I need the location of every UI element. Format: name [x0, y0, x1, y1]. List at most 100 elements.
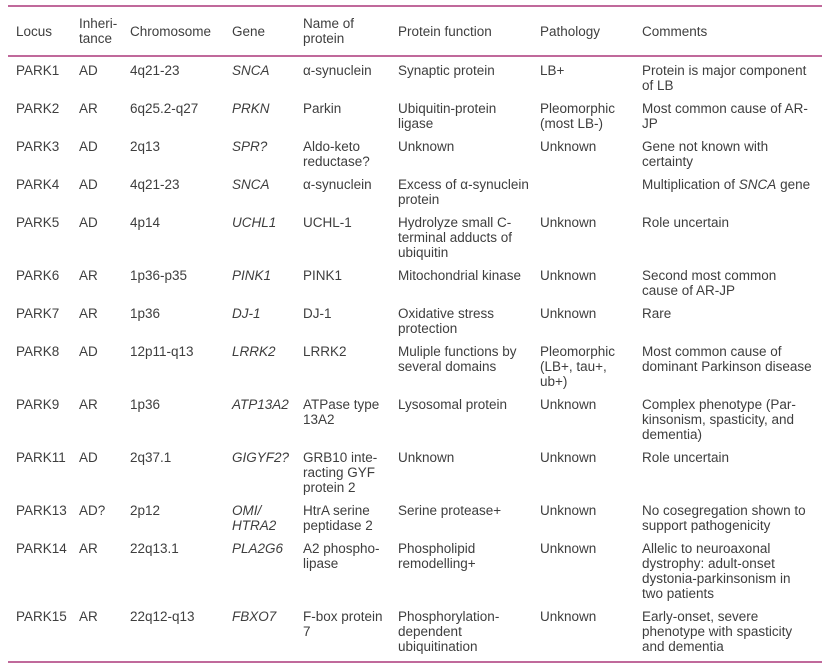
cell-protein_function: Ubiquitin-protein ligase [398, 101, 497, 131]
cell-gene: SNCA [232, 177, 270, 192]
park-loci-table: Locus Inheri-tance Chromosome Gene Name of p… [8, 5, 822, 663]
table-row: PARK14 AR 22q13.1 PLA2G6 A2 phospho-lipase Ph… [8, 535, 822, 603]
cell-inheritance: AD [79, 215, 98, 230]
cell-inheritance: AR [79, 397, 98, 412]
cell-chromosome: 6q25.2-q27 [130, 101, 199, 116]
table-row: PARK3 AD 2q13 SPR? Aldo-keto reductase? Unkno… [8, 133, 822, 171]
cell-inheritance: AD [79, 344, 98, 359]
cell-inheritance: AR [79, 101, 98, 116]
cell-protein_function: Oxidative stress protection [398, 306, 495, 336]
cell-protein_name: Parkin [303, 101, 342, 116]
cell-protein_function: Serine protease+ [398, 503, 502, 518]
cell-protein_function: Hydrolyze small C-terminal adducts of ub… [398, 215, 513, 260]
table-row: PARK15 AR 22q12-q13 FBXO7 F-box protein 7 Pho… [8, 603, 822, 662]
cell-comments: Most common cause of AR-JP [642, 101, 808, 131]
cell-gene: ATP13A2 [232, 397, 289, 412]
cell-locus: PARK11 [16, 450, 66, 465]
cell-protein_function: Muliple functions by several domains [398, 344, 517, 374]
column-header-locus: Locus [16, 23, 53, 39]
cell-protein_function: Lysosomal protein [398, 397, 508, 412]
cell-protein_name: HtrA serine peptidase 2 [303, 503, 373, 533]
cell-locus: PARK15 [16, 609, 67, 624]
cell-protein_name: A2 phospho-lipase [303, 541, 380, 571]
cell-comments: Complex phenotype (Par-kinsonism, spasti… [642, 397, 796, 442]
cell-locus: PARK7 [16, 306, 60, 321]
cell-comments: Allelic to neuroaxonal dystrophy: adult-… [642, 541, 791, 601]
cell-protein_name: UCHL-1 [303, 215, 352, 230]
cell-protein_name: α-synuclein [303, 63, 372, 78]
cell-protein_name: F-box protein 7 [303, 609, 383, 639]
cell-chromosome: 22q13.1 [130, 541, 179, 556]
cell-locus: PARK4 [16, 177, 60, 192]
cell-protein_function: Excess of α-synuclein protein [398, 177, 529, 207]
cell-comments: Rare [642, 306, 672, 321]
cell-gene: SPR? [232, 139, 268, 154]
cell-inheritance: AR [79, 268, 98, 283]
table-header: Locus Inheri-tance Chromosome Gene Name of p… [8, 6, 822, 56]
column-header-protein_function: Protein function [398, 23, 492, 39]
table-row: PARK13 AD? 2p12 OMI/HTRA2 HtrA serine peptid… [8, 497, 822, 535]
cell-protein_function: Mitochondrial kinase [398, 268, 522, 283]
table-body: PARK1 AD 4q21-23 SNCA α-synuclein Synaptic pr… [8, 56, 822, 662]
cell-locus: PARK8 [16, 344, 60, 359]
table-row: PARK6 AR 1p36-p35 PINK1 PINK1 Mitochondrial k… [8, 262, 822, 300]
cell-gene: PLA2G6 [232, 541, 284, 556]
column-header-protein_name: Name of protein [303, 16, 355, 46]
column-header-inheritance: Inheri-tance [79, 16, 118, 46]
table-row: PARK8 AD 12p11-q13 LRRK2 LRRK2 Muliple functi… [8, 338, 822, 391]
table-row: PARK1 AD 4q21-23 SNCA α-synuclein Synaptic pr… [8, 56, 822, 95]
cell-protein_function: Unknown [398, 139, 455, 154]
cell-comments: Role uncertain [642, 215, 730, 230]
cell-comments: Most common cause of dominant Parkinson … [642, 344, 812, 374]
cell-inheritance: AD [79, 63, 98, 78]
cell-comments: Early-onset, severe phenotype with spast… [642, 609, 793, 654]
cell-comments: Protein is major component of LB [642, 63, 807, 93]
cell-pathology: Unknown [540, 503, 597, 518]
cell-protein_function: Phospholipid remodelling+ [398, 541, 476, 571]
cell-pathology: LB+ [540, 63, 565, 78]
cell-gene: DJ-1 [232, 306, 261, 321]
cell-inheritance: AR [79, 541, 98, 556]
cell-inheritance: AD [79, 139, 98, 154]
cell-comments: Second most common cause of AR-JP [642, 268, 777, 298]
cell-inheritance: AR [79, 609, 98, 624]
table-row: PARK7 AR 1p36 DJ-1 DJ-1 Oxidative stress prot… [8, 300, 822, 338]
table-row: PARK4 AD 4q21-23 SNCA α-synuclein Excess of α… [8, 171, 822, 209]
column-header-chromosome: Chromosome [130, 23, 212, 39]
cell-inheritance: AD [79, 177, 98, 192]
cell-chromosome: 4q21-23 [130, 177, 180, 192]
cell-inheritance: AD? [79, 503, 106, 518]
cell-inheritance: AR [79, 306, 98, 321]
cell-locus: PARK9 [16, 397, 60, 412]
cell-chromosome: 1p36 [130, 397, 161, 412]
cell-locus: PARK14 [16, 541, 67, 556]
cell-locus: PARK2 [16, 101, 60, 116]
cell-protein_function: Phosphorylation-dependent ubiquitination [398, 609, 500, 654]
cell-locus: PARK1 [16, 63, 60, 78]
table-row: PARK5 AD 4p14 UCHL1 UCHL-1 Hydrolyze small C-… [8, 209, 822, 262]
cell-gene: GIGYF2? [232, 450, 290, 465]
cell-chromosome: 2p12 [130, 503, 161, 518]
column-header-gene: Gene [232, 23, 266, 39]
cell-protein_name: DJ-1 [303, 306, 332, 321]
cell-locus: PARK6 [16, 268, 60, 283]
cell-comments: Multiplication of SNCA gene [642, 177, 811, 192]
cell-locus: PARK3 [16, 139, 60, 154]
cell-protein_name: Aldo-keto reductase? [303, 139, 370, 169]
cell-protein_name: GRB10 inte-racting GYF protein 2 [303, 450, 378, 495]
cell-protein_name: ATPase type 13A2 [303, 397, 380, 427]
cell-gene: PINK1 [232, 268, 272, 283]
column-header-pathology: Pathology [540, 23, 601, 39]
cell-comments: Gene not known with certainty [642, 139, 769, 169]
cell-protein_name: α-synuclein [303, 177, 372, 192]
cell-gene: FBXO7 [232, 609, 277, 624]
cell-gene: PRKN [232, 101, 270, 116]
cell-gene: UCHL1 [232, 215, 277, 230]
cell-comments: No cosegregation shown to support pathog… [642, 503, 806, 533]
cell-pathology: Unknown [540, 397, 597, 412]
cell-protein_name: LRRK2 [303, 344, 347, 359]
cell-pathology: Unknown [540, 541, 597, 556]
cell-chromosome: 2q13 [130, 139, 161, 154]
cell-protein_function: Synaptic protein [398, 63, 495, 78]
